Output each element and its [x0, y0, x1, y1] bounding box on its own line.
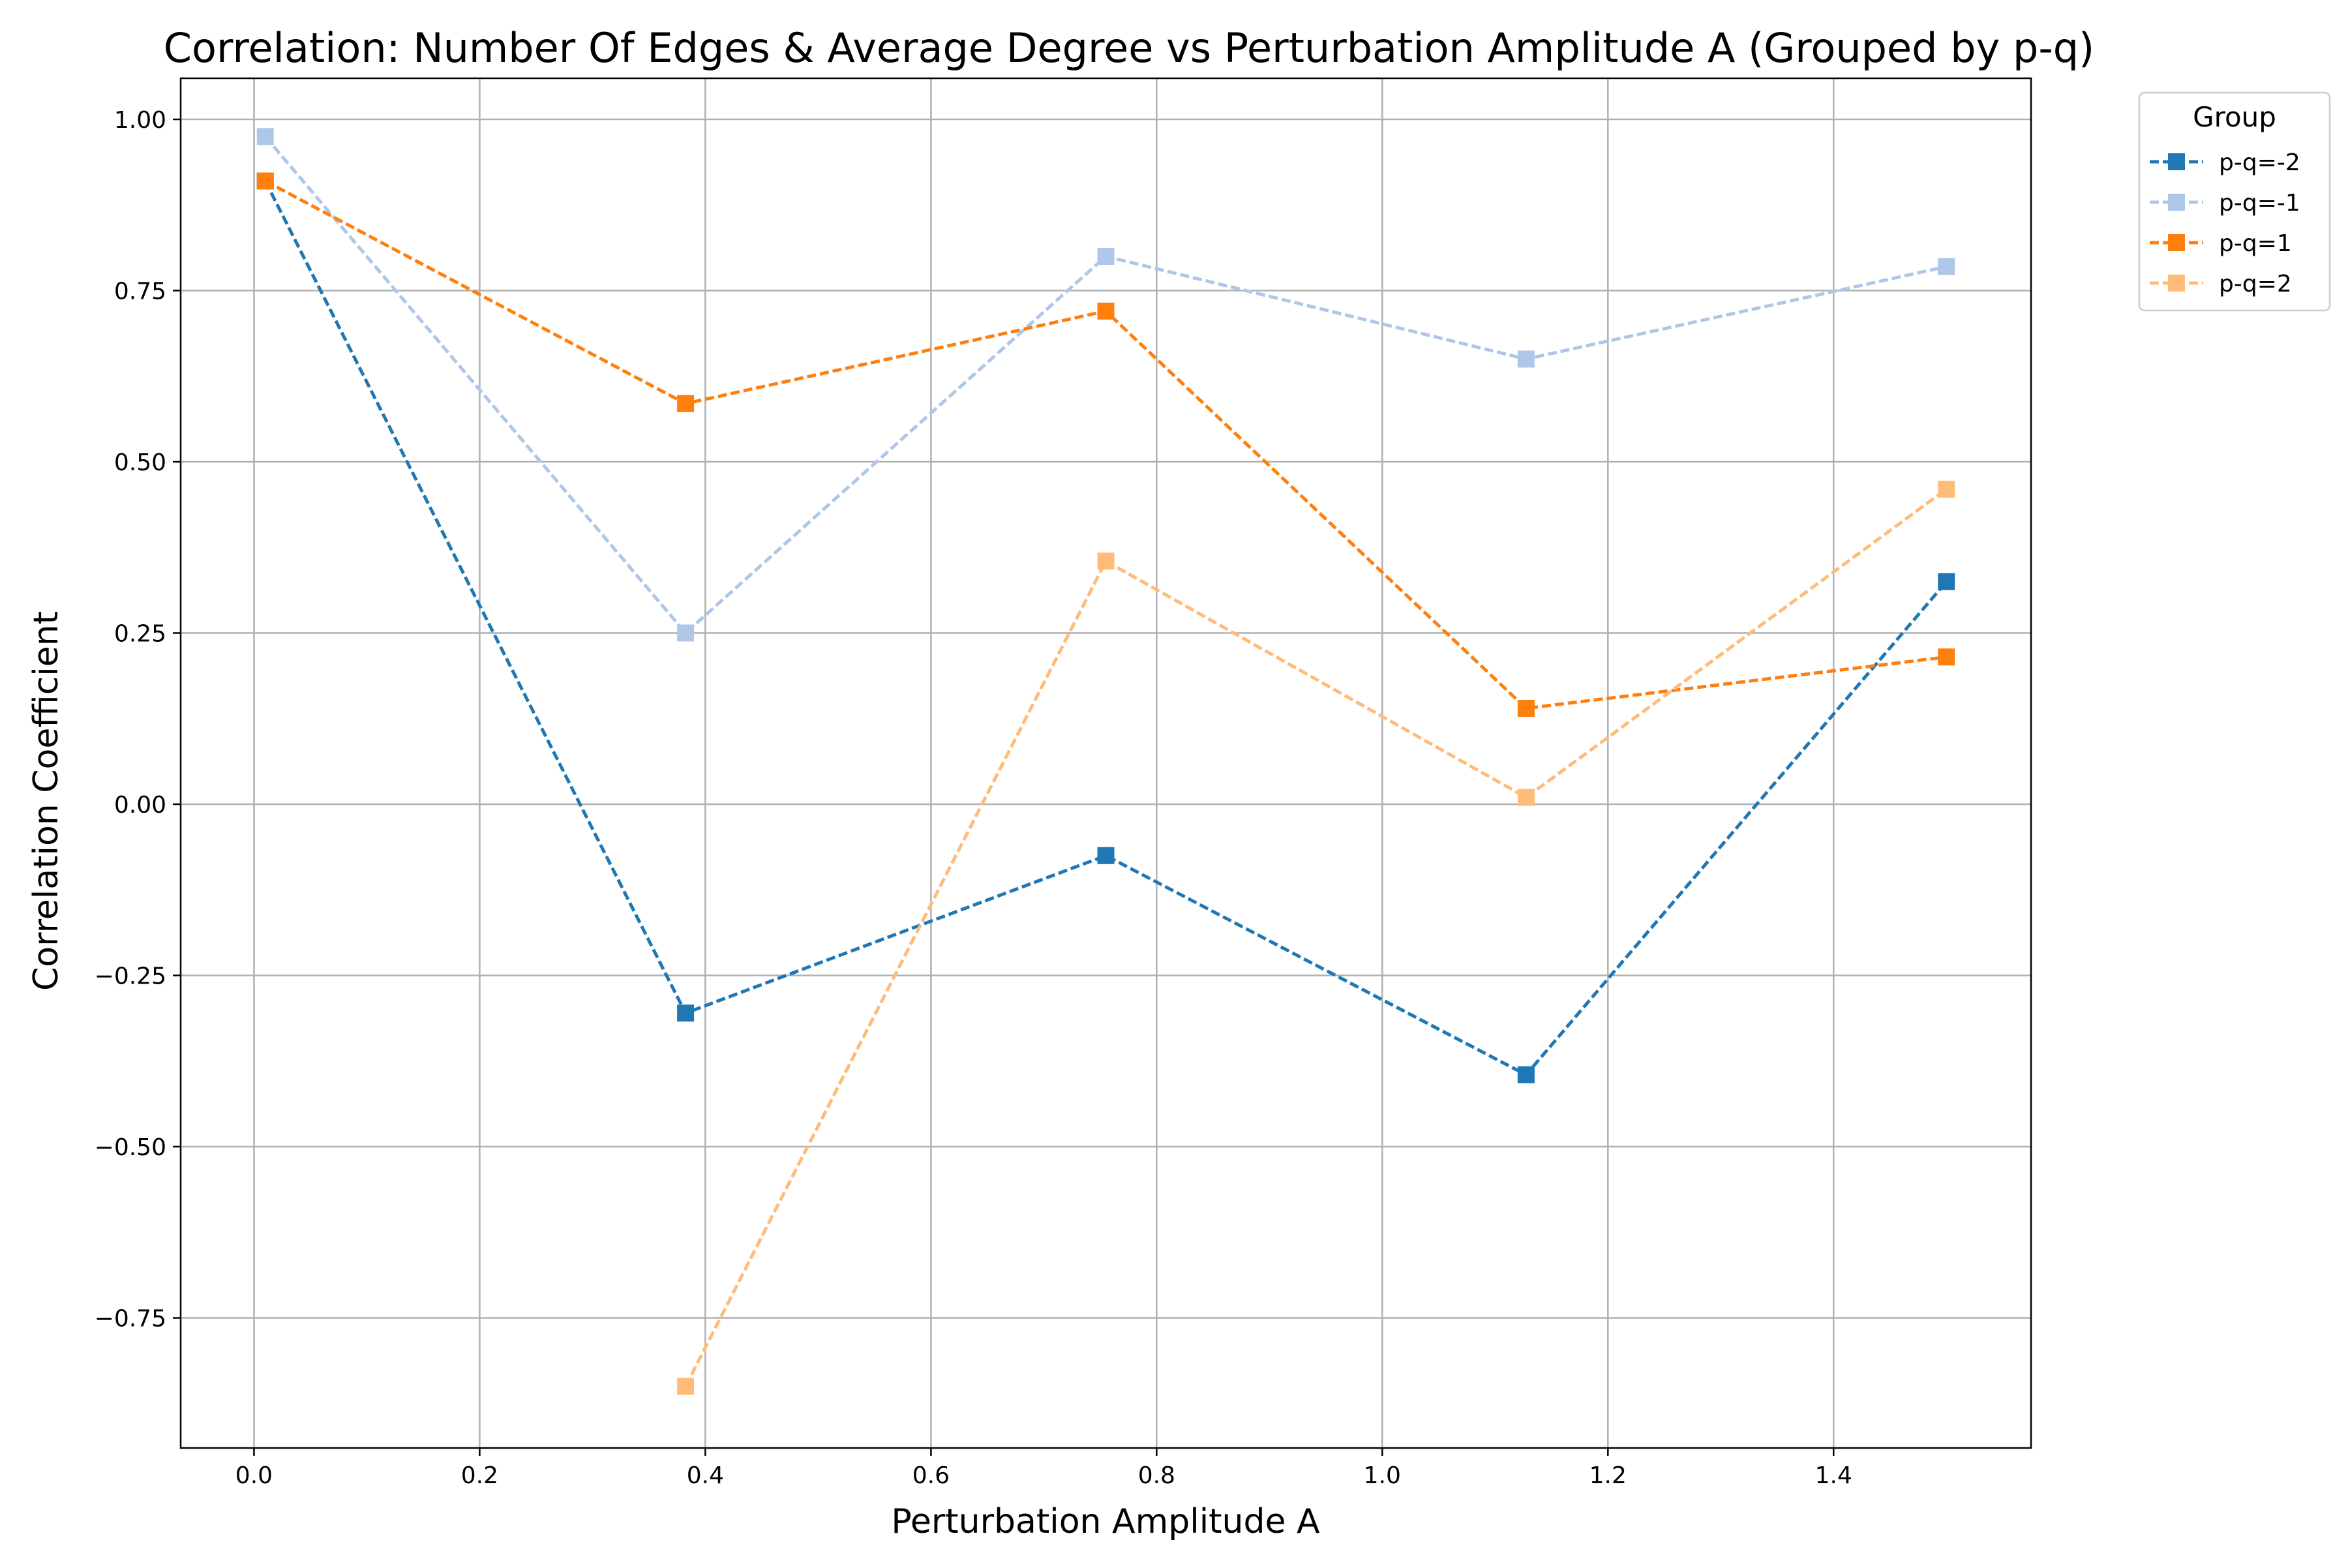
- y-tick-label: 0.25: [114, 621, 166, 648]
- data-point: [677, 1378, 695, 1395]
- legend-item: p-q=2: [2150, 271, 2292, 297]
- legend-item: p-q=-2: [2150, 149, 2300, 176]
- data-point: [256, 172, 274, 190]
- legend-item: p-q=-1: [2150, 190, 2300, 217]
- data-point: [1938, 648, 1955, 666]
- series-group: [677, 481, 1955, 1395]
- legend-label: p-q=-2: [2219, 149, 2300, 176]
- data-point: [677, 624, 695, 642]
- grid-lines: [181, 78, 2031, 1448]
- series-line: [684, 487, 1948, 1387]
- legend-box: [2138, 91, 2331, 312]
- legend-marker: [2168, 194, 2185, 211]
- legend-marker: [2168, 234, 2185, 251]
- legend-marker: [2168, 275, 2185, 292]
- legend-item: p-q=1: [2150, 230, 2292, 257]
- legend: Group p-q=-2 p-q=-1 p-q=1 p-q=2: [2138, 91, 2331, 312]
- data-point: [1938, 573, 1955, 590]
- x-tick-label: 1.2: [1589, 1462, 1627, 1489]
- x-tick-label: 0.2: [461, 1462, 498, 1489]
- y-tick-label: 0.00: [114, 792, 166, 819]
- data-point: [1517, 1066, 1535, 1083]
- x-tick-label: 1.0: [1364, 1462, 1401, 1489]
- plot-series: [256, 128, 1955, 1395]
- data-point: [1517, 700, 1535, 717]
- y-tick-label: 0.50: [114, 449, 166, 476]
- y-tick-label: −0.25: [95, 963, 166, 990]
- axis-ticks: 0.0 0.2 0.4 0.6 0.8 1.0 1.2 1.4 1.00 0.75 0.50 0.25…: [95, 107, 1852, 1489]
- data-point: [1517, 350, 1535, 368]
- plot-frame: [179, 77, 2032, 1449]
- data-point: [1938, 481, 1955, 498]
- x-axis-title: Perturbation Amplitude A: [891, 1502, 1320, 1541]
- x-tick-label: 0.8: [1138, 1462, 1175, 1489]
- y-tick-label: 0.75: [114, 279, 166, 305]
- data-point: [256, 128, 274, 145]
- x-tick-label: 0.6: [912, 1462, 950, 1489]
- series-group: [256, 128, 1955, 642]
- data-point: [1097, 847, 1115, 864]
- legend-label: p-q=-1: [2219, 190, 2300, 217]
- data-point: [677, 395, 695, 412]
- data-point: [1097, 303, 1115, 320]
- legend-label: p-q=1: [2219, 230, 2292, 257]
- x-tick-label: 1.4: [1815, 1462, 1852, 1489]
- legend-title: Group: [2193, 101, 2276, 133]
- data-point: [1517, 789, 1535, 806]
- x-tick-label: 0.4: [687, 1462, 724, 1489]
- legend-items: p-q=-2 p-q=-1 p-q=1 p-q=2: [2150, 149, 2300, 297]
- y-tick-label: −0.50: [95, 1134, 166, 1161]
- data-point: [1097, 552, 1115, 570]
- x-tick-label: 0.0: [235, 1462, 273, 1489]
- legend-label: p-q=2: [2219, 271, 2292, 297]
- data-point: [1097, 248, 1115, 265]
- data-point: [1938, 258, 1955, 275]
- series-group: [256, 172, 1955, 717]
- y-axis-title: Correlation Coefficient: [27, 611, 66, 991]
- series-line: [263, 180, 1948, 1077]
- chart-title: Correlation: Number Of Edges & Average D…: [164, 24, 2095, 72]
- data-point: [677, 1004, 695, 1022]
- y-tick-label: 1.00: [114, 107, 166, 134]
- legend-marker: [2168, 153, 2185, 170]
- y-tick-label: −0.75: [95, 1306, 166, 1333]
